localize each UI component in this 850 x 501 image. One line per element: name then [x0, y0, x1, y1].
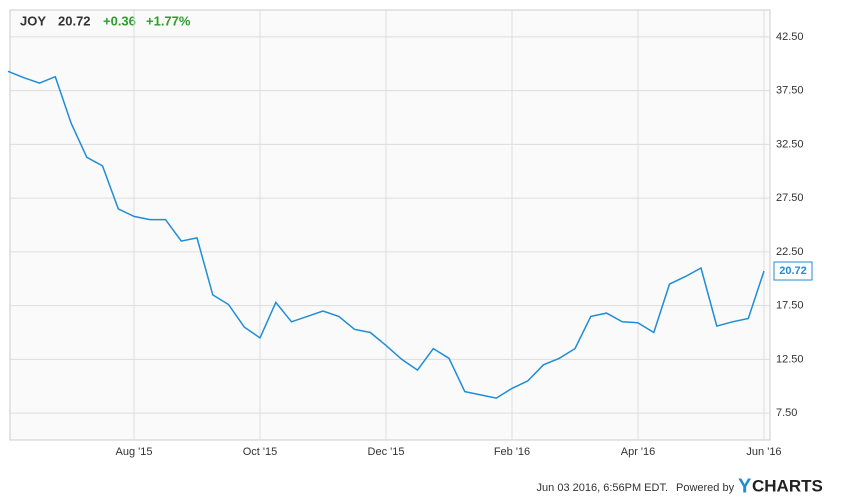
logo-rest: CHARTS	[752, 476, 823, 495]
powered-by: Powered by	[676, 482, 735, 494]
last-value-label: 20.72	[779, 265, 807, 277]
x-tick-label: Apr '16	[621, 446, 656, 458]
change-pct: +1.77%	[146, 13, 191, 28]
last-value-box	[773, 261, 813, 281]
plot-area	[9, 9, 771, 441]
y-tick-label: 17.50	[776, 300, 804, 312]
y-tick-label: 42.50	[776, 31, 804, 43]
x-tick-label: Aug '15	[116, 446, 153, 458]
price-line	[7, 70, 765, 399]
x-tick-label: Jun '16	[746, 446, 781, 458]
x-tick-label: Feb '16	[494, 446, 530, 458]
y-tick-label: 12.50	[776, 353, 804, 365]
logo-y: Y	[738, 475, 752, 497]
symbol: JOY	[20, 13, 46, 28]
price: 20.72	[58, 13, 91, 28]
y-tick-label: 37.50	[776, 85, 804, 97]
change: +0.36	[103, 13, 136, 28]
timestamp: Jun 03 2016, 6:56PM EDT.	[537, 482, 668, 494]
x-tick-label: Dec '15	[368, 446, 405, 458]
y-tick-label: 22.50	[776, 246, 804, 258]
y-tick-label: 32.50	[776, 138, 804, 150]
y-tick-label: 7.50	[776, 407, 797, 419]
x-tick-label: Oct '15	[243, 446, 278, 458]
y-tick-label: 27.50	[776, 192, 804, 204]
